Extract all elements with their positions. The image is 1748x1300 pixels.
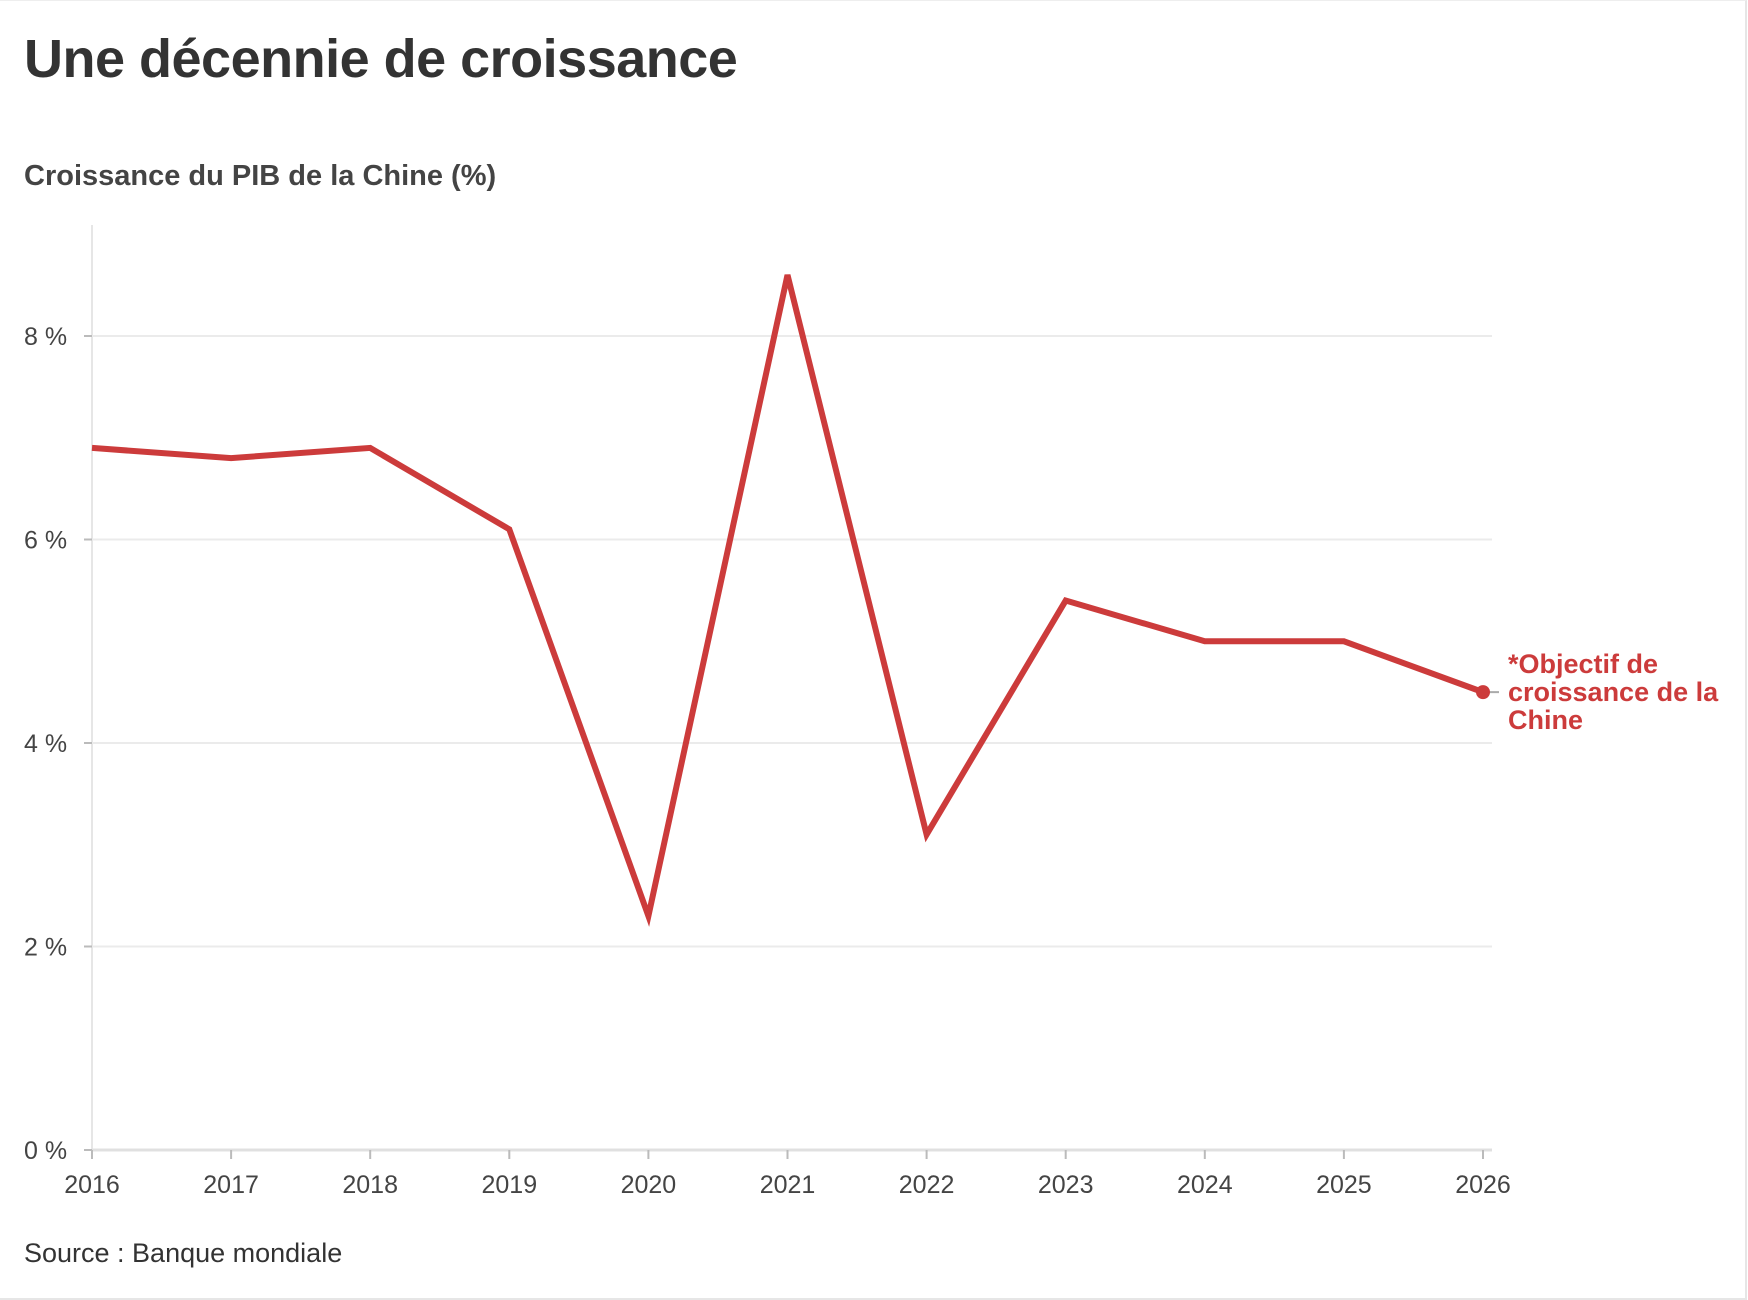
chart-title: Une décennie de croissance	[24, 29, 738, 89]
x-tick-label: 2017	[203, 1171, 259, 1199]
chart-subtitle: Croissance du PIB de la Chine (%)	[24, 160, 497, 192]
x-tick-label: 2024	[1177, 1171, 1233, 1199]
x-tick-label: 2021	[760, 1171, 816, 1199]
x-tick-label: 2023	[1038, 1171, 1094, 1199]
x-tick-label: 2020	[621, 1171, 677, 1199]
y-tick-label: 4 %	[24, 730, 67, 758]
x-tick-label: 2019	[481, 1171, 537, 1199]
y-tick-label: 8 %	[24, 323, 67, 351]
source-note: Source : Banque mondiale	[24, 1238, 343, 1268]
x-tick-label: 2025	[1316, 1171, 1372, 1199]
annotation-label: Chine	[1508, 705, 1583, 735]
annotation-label: *Objectif de	[1508, 649, 1658, 679]
series-line	[91, 274, 1485, 927]
x-tick-label: 2018	[342, 1171, 398, 1199]
annotation-dot	[1476, 685, 1490, 700]
y-tick-label: 0 %	[24, 1137, 67, 1165]
y-tick-label: 2 %	[24, 934, 67, 962]
x-tick-label: 2016	[64, 1171, 120, 1199]
x-tick-label: 2026	[1455, 1171, 1511, 1199]
x-tick-label: 2022	[899, 1171, 955, 1199]
y-tick-label: 6 %	[24, 527, 67, 555]
annotation-label: croissance de la	[1508, 677, 1719, 707]
